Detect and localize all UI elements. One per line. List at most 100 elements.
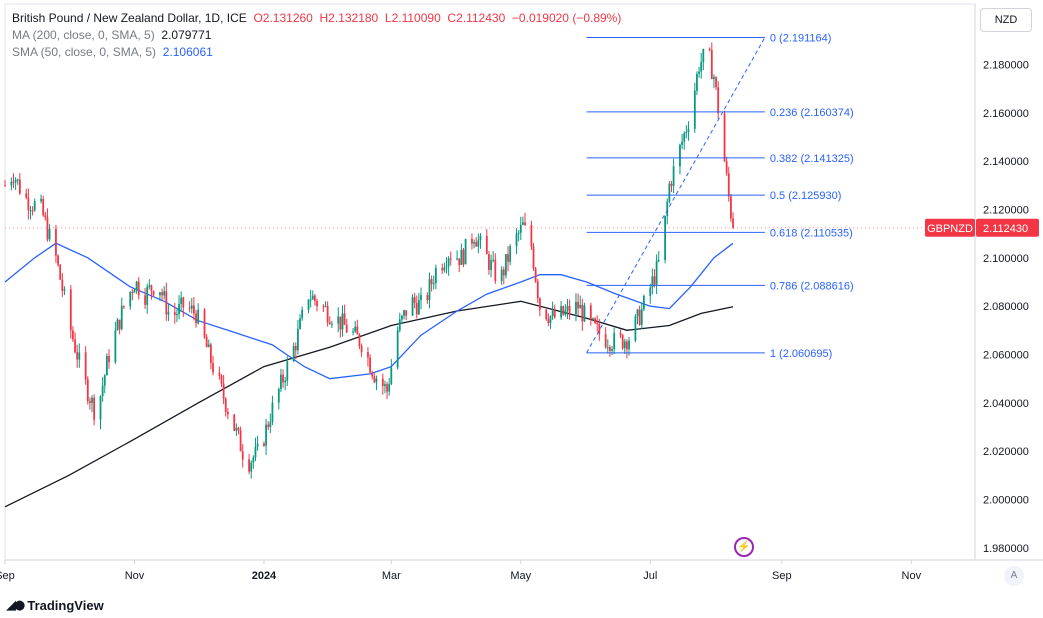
candle-body <box>152 291 155 296</box>
candle-body <box>509 246 512 262</box>
candle-body <box>553 310 556 318</box>
candle-body <box>485 235 488 255</box>
candle-body <box>727 173 730 197</box>
candle-body <box>343 313 346 325</box>
candle-body <box>352 331 354 333</box>
candle-body <box>55 228 57 256</box>
candle-body <box>209 344 212 363</box>
candle-body <box>577 301 579 309</box>
candle-body <box>589 305 592 320</box>
candle-body <box>328 322 331 324</box>
candle-body <box>337 316 340 324</box>
candle-body <box>700 62 703 72</box>
candle-body <box>182 297 185 308</box>
x-tick-label: Nov <box>125 570 145 582</box>
candle-body <box>91 397 93 404</box>
candle-body <box>405 310 408 316</box>
y-tick-label: 2.140000 <box>983 156 1029 168</box>
candle-body <box>235 427 238 431</box>
ohlc-close: C2.112430 <box>447 11 506 25</box>
candle-body <box>373 376 376 383</box>
candle-body <box>386 384 388 392</box>
candle-body <box>655 260 658 285</box>
candle-body <box>473 241 475 244</box>
candle-body <box>441 267 444 271</box>
candle-body <box>549 316 552 324</box>
candle-body <box>322 306 325 308</box>
candle-body <box>490 260 492 270</box>
candle-body <box>579 304 582 309</box>
fib-level-label: 0.382 (2.141325) <box>770 153 854 165</box>
candle-body <box>530 224 533 247</box>
candle-body <box>640 309 643 325</box>
candle-body <box>135 281 138 290</box>
candle-body <box>239 430 242 452</box>
candle-body <box>636 309 639 317</box>
symbol-title: British Pound / New Zealand Dollar, 1D, … <box>12 11 247 25</box>
candle-body <box>137 281 140 296</box>
candle-body <box>339 316 342 330</box>
candle-body <box>488 254 490 270</box>
auto-scale-button[interactable]: A <box>1004 566 1024 586</box>
candle-body <box>354 326 357 332</box>
candle-body <box>460 249 463 265</box>
candle-body <box>173 312 176 316</box>
y-tick-label: 2.100000 <box>983 253 1029 265</box>
candle-body <box>150 285 153 292</box>
candle-body <box>479 235 482 241</box>
candle-body <box>411 297 414 316</box>
candle-body <box>144 295 146 305</box>
candle-body <box>78 352 81 360</box>
candle-body <box>122 305 125 307</box>
candle-body <box>280 374 282 389</box>
candle-body <box>57 255 59 265</box>
candle-body <box>222 383 225 399</box>
y-tick-label: 2.000000 <box>983 495 1029 507</box>
candle-body <box>613 332 616 350</box>
candle-body <box>623 341 626 349</box>
currency-selector[interactable]: NZD <box>980 8 1032 32</box>
candle-body <box>93 397 96 420</box>
candle-body <box>16 179 19 181</box>
candles-group <box>4 42 734 479</box>
candle-body <box>267 424 270 428</box>
candle-body <box>265 424 267 446</box>
candle-body <box>148 285 151 287</box>
lightning-icon[interactable]: ⚡ <box>734 537 754 557</box>
candle-body <box>133 289 136 293</box>
sma50-value: 2.106061 <box>162 45 213 59</box>
candle-body <box>434 267 437 284</box>
legend-ma200-row[interactable]: MA (200, close, 0, SMA, 5) 2.079771 <box>12 27 621 44</box>
sma50-label: SMA (50, close, 0, SMA, 5) <box>12 45 157 59</box>
ohlc-change: −0.019020 (−0.89%) <box>511 11 622 25</box>
candle-body <box>311 295 314 300</box>
candle-body <box>415 303 418 315</box>
tradingview-logo[interactable]: ◢● TradingView <box>6 598 104 613</box>
candle-body <box>604 334 607 348</box>
candle-body <box>345 324 348 333</box>
y-tick-label: 2.160000 <box>983 108 1029 120</box>
candle-body <box>626 341 628 350</box>
candle-body <box>702 48 705 63</box>
symbol-tag-label: GBPNZD <box>927 223 973 235</box>
candle-body <box>693 90 696 129</box>
candle-body <box>18 179 21 194</box>
candle-body <box>356 326 359 335</box>
ohlc-low: L2.110090 <box>384 11 441 25</box>
candle-body <box>568 305 571 315</box>
candle-body <box>524 222 526 225</box>
candle-body <box>732 218 734 228</box>
legend-sma50-row[interactable]: SMA (50, close, 0, SMA, 5) 2.106061 <box>12 44 621 61</box>
candle-body <box>256 443 259 447</box>
candle-body <box>284 380 287 383</box>
ma200-value: 2.079771 <box>161 28 212 42</box>
candle-body <box>519 224 522 233</box>
candle-body <box>725 161 728 174</box>
candle-body <box>59 264 62 280</box>
candle-body <box>430 279 433 284</box>
x-tick-label: Jul <box>643 570 657 582</box>
candle-body <box>76 352 79 360</box>
candle-body <box>193 305 195 314</box>
fib-level-label: 1 (2.060695) <box>770 348 832 360</box>
